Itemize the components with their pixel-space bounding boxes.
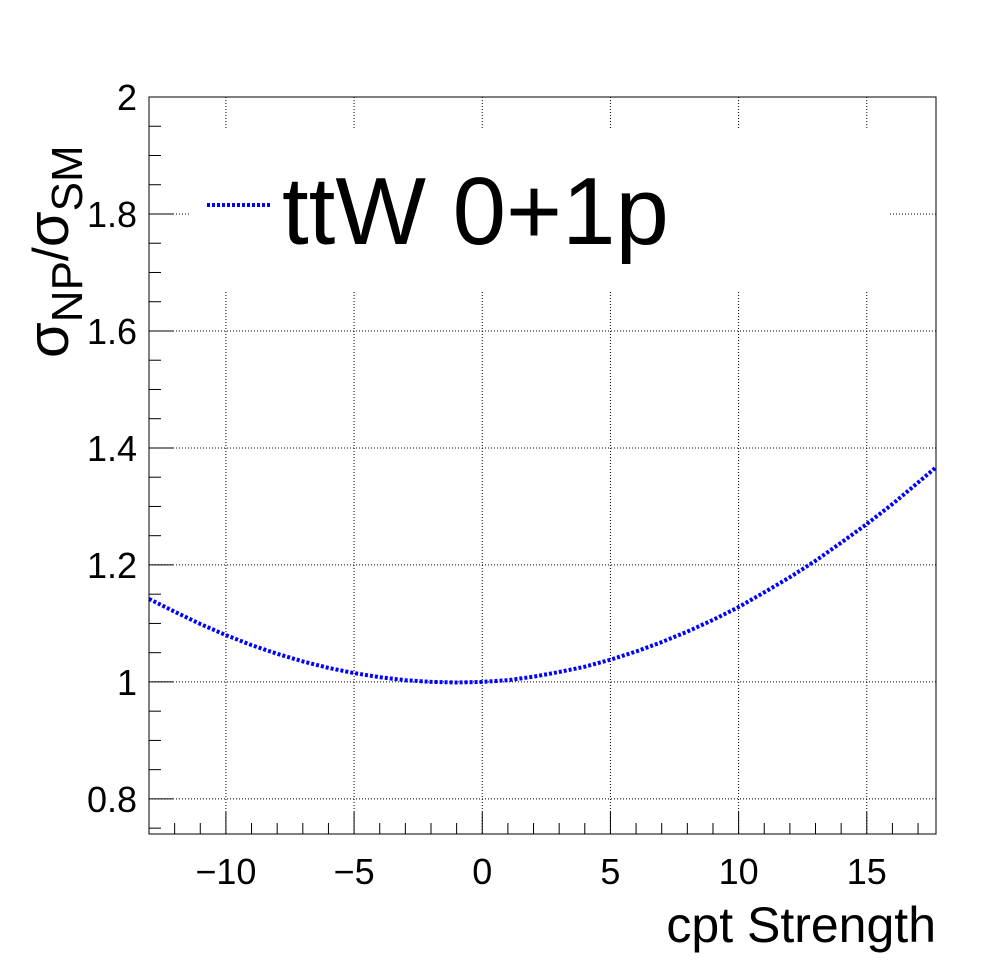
- y-axis-title-sub-sm: SM: [43, 145, 92, 211]
- y-tick-label: 1.2: [87, 545, 137, 586]
- legend-background: [190, 128, 890, 290]
- y-tick-label: 1: [117, 662, 137, 703]
- x-tick-label: 15: [847, 851, 887, 892]
- plot-frame: [148, 96, 937, 835]
- legend: ttW 0+1p: [207, 158, 669, 265]
- y-tick-label: 2: [117, 77, 137, 118]
- y-tick-label: 1.4: [87, 428, 137, 469]
- y-axis-title-sigma-2: σ: [16, 211, 81, 247]
- x-tick-label: 10: [719, 851, 759, 892]
- x-tick-label: −10: [195, 851, 256, 892]
- y-axis-title-slash: /: [23, 247, 79, 261]
- x-tick-label: −5: [334, 851, 375, 892]
- svg-text:σNP/σSM: σNP/σSM: [16, 145, 92, 358]
- y-tick-label: 0.8: [87, 779, 137, 820]
- y-tick-labels: 0.8 1 1.2 1.4 1.6 1.8 2: [87, 77, 137, 820]
- legend-label-ttw: ttW 0+1p: [282, 158, 669, 265]
- y-tick-label: 1.8: [87, 194, 137, 235]
- x-axis-title: cpt Strength: [666, 897, 936, 953]
- y-axis-title-sub-np: NP: [43, 261, 92, 322]
- x-tick-label: 5: [600, 851, 620, 892]
- y-tick-label: 1.6: [87, 311, 137, 352]
- series-line-ttw: [148, 465, 938, 685]
- y-axis-title-sigma: σ: [16, 322, 81, 358]
- x-tick-labels: −10 −5 0 5 10 15: [195, 851, 886, 892]
- x-tick-label: 0: [472, 851, 492, 892]
- y-axis-title: σNP/σSM: [16, 145, 92, 358]
- axis-ticks: [148, 96, 919, 834]
- series-layer: [148, 465, 938, 685]
